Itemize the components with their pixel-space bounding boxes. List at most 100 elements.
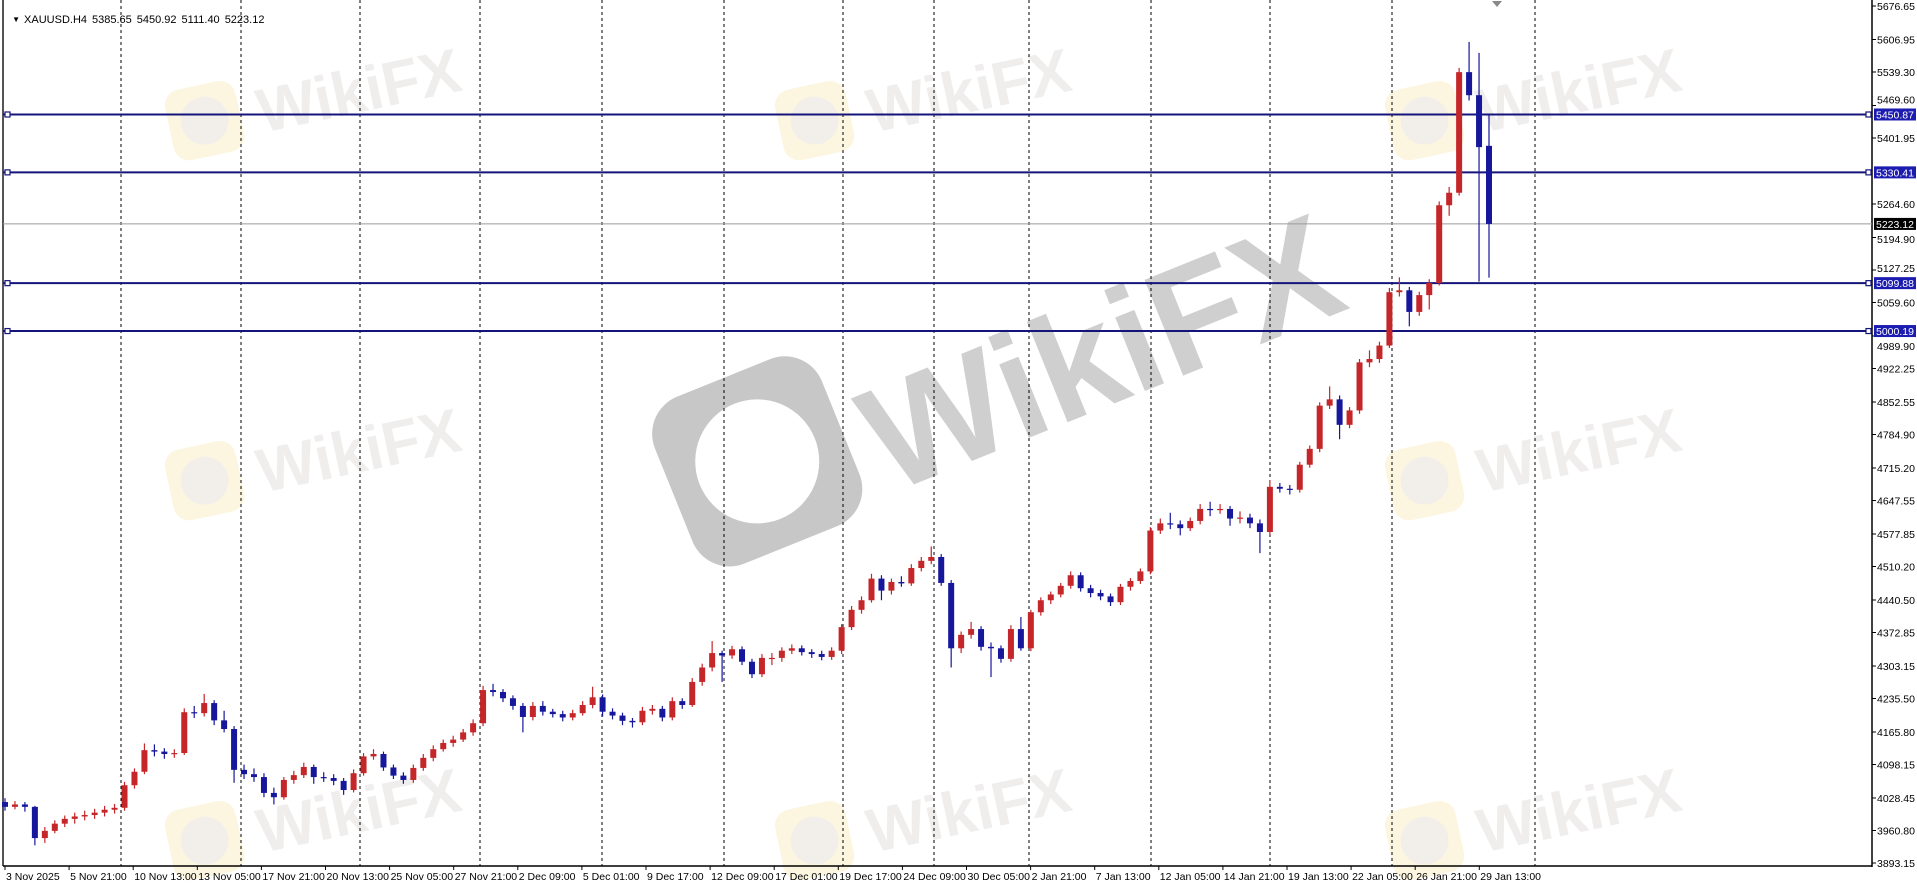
candle <box>768 653 775 666</box>
candle <box>420 753 427 771</box>
candle-body <box>938 556 945 583</box>
candle <box>539 701 546 716</box>
candle-body <box>350 773 357 791</box>
candle <box>101 805 108 817</box>
candle-body <box>370 753 377 757</box>
candle <box>639 706 646 726</box>
candle <box>569 709 576 721</box>
level-handle-right[interactable] <box>1865 327 1872 335</box>
candle-body <box>250 774 257 778</box>
candle <box>818 650 825 661</box>
level-price-label: 5099.88 <box>1876 278 1914 290</box>
candle-body <box>629 720 636 723</box>
candle-body <box>420 757 427 768</box>
horizontal-levels[interactable] <box>3 111 1872 335</box>
time-axis[interactable]: 3 Nov 2025 5 Nov 21:00 10 Nov 13:00 13 Nov … <box>4 866 1541 883</box>
candle <box>719 650 726 682</box>
level-handle-left[interactable] <box>4 280 11 287</box>
candle-body <box>380 753 387 768</box>
candle-body <box>589 697 596 705</box>
candle-body <box>1067 575 1074 586</box>
candle <box>1197 504 1204 525</box>
candle <box>1217 504 1224 514</box>
candle <box>71 812 78 824</box>
candle-body <box>639 710 646 723</box>
level-handle-left[interactable] <box>4 169 11 176</box>
candle-body <box>808 652 815 655</box>
candle <box>888 578 895 595</box>
candle <box>669 697 676 721</box>
candle-body <box>1167 523 1174 525</box>
candle <box>1007 625 1014 662</box>
candle-body <box>71 816 78 819</box>
level-handle-left[interactable] <box>4 327 11 335</box>
candle <box>1486 114 1492 278</box>
candle <box>91 808 98 819</box>
candle <box>350 769 357 793</box>
candle-body <box>440 742 447 750</box>
candle <box>31 805 38 846</box>
candle-body <box>1446 192 1453 206</box>
candle <box>1177 520 1184 536</box>
candle-body <box>1027 612 1034 649</box>
candle <box>1067 571 1074 589</box>
candle-body <box>1296 464 1303 490</box>
time-tick-label: 26 Jan 21:00 <box>1416 871 1477 883</box>
price-axis[interactable]: 5676.65 5606.95 5539.30 5469.60 5401.95 5264.… <box>1872 1 1915 870</box>
wikifx-logo-icon <box>180 96 229 145</box>
level-handle-right[interactable] <box>1865 280 1872 287</box>
time-tick-label: 14 Jan 21:00 <box>1224 871 1285 883</box>
candle <box>1117 583 1124 606</box>
candle <box>470 719 477 736</box>
level-handle-right[interactable] <box>1865 169 1872 176</box>
candle-body <box>1057 585 1064 595</box>
candle-body <box>978 629 985 647</box>
candle <box>828 647 835 660</box>
candle-body <box>739 649 746 662</box>
candle-body <box>1486 145 1492 224</box>
candle <box>1137 568 1144 584</box>
candle-body <box>1256 523 1263 532</box>
candle <box>260 773 267 798</box>
price-tick-label: 5539.30 <box>1877 67 1915 79</box>
level-price-label: 5330.41 <box>1876 167 1914 179</box>
candle <box>1107 593 1114 606</box>
candle-body <box>549 711 556 715</box>
candle <box>798 645 805 656</box>
chart-shift-triangle-icon[interactable] <box>1492 1 1502 7</box>
candle <box>490 683 497 697</box>
candle <box>61 815 68 828</box>
candle <box>1127 578 1134 591</box>
wikifx-logo-icon <box>1400 96 1449 145</box>
candle <box>848 605 855 631</box>
triangle-down-icon[interactable]: ▼ <box>12 15 21 24</box>
candle-body <box>1087 588 1094 594</box>
time-tick-label: 29 Jan 13:00 <box>1480 871 1541 883</box>
candle-body <box>928 556 935 561</box>
price-tick-label: 3960.80 <box>1877 825 1915 837</box>
price-tick-label: 4784.90 <box>1877 430 1915 442</box>
candle-body <box>221 720 228 730</box>
candle <box>370 749 377 760</box>
candle-body <box>1406 290 1413 312</box>
candle-body <box>768 657 775 660</box>
level-handle-left[interactable] <box>4 111 11 118</box>
level-handle-right[interactable] <box>1865 111 1872 118</box>
time-tick-label: 19 Dec 17:00 <box>839 871 902 883</box>
candle-body <box>788 648 795 651</box>
candle-body <box>818 654 825 657</box>
candle-body <box>848 609 855 628</box>
candle-body <box>1266 486 1273 532</box>
candle <box>659 705 666 722</box>
candle-body <box>340 780 347 791</box>
candle <box>988 642 995 678</box>
candle-body <box>270 792 277 798</box>
candle <box>131 768 138 789</box>
price-tick-label: 5606.95 <box>1877 34 1915 46</box>
open-value: 5385.65 <box>92 14 132 26</box>
candle <box>1246 513 1253 529</box>
candle-body <box>101 809 108 813</box>
candle <box>699 663 706 686</box>
candle-body <box>888 581 895 591</box>
